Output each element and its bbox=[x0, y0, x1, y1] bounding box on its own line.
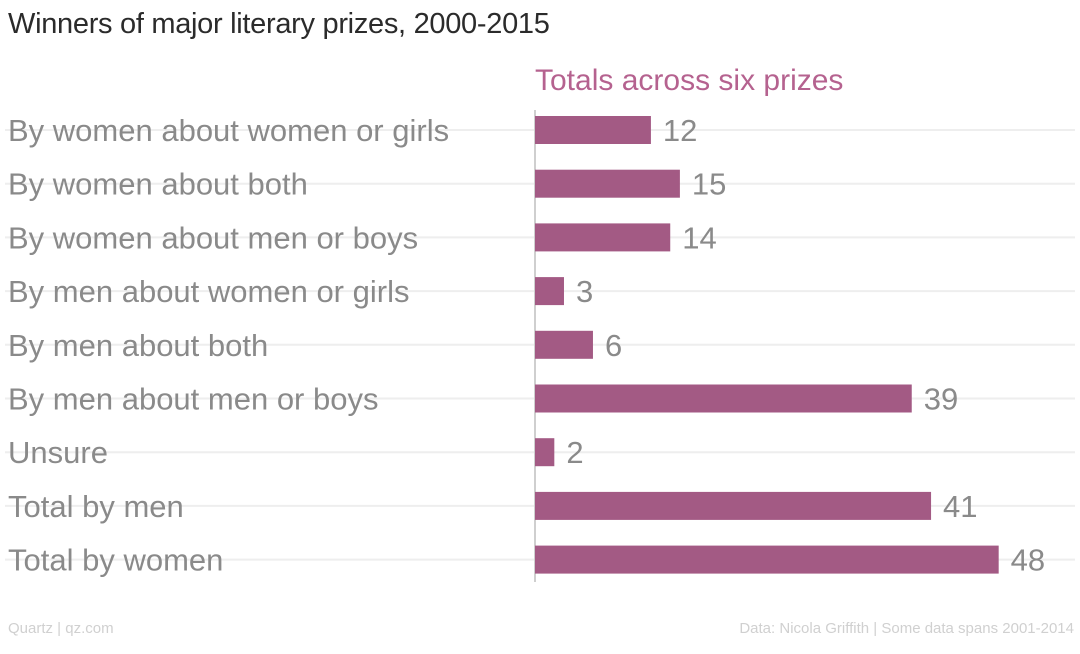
data-label: 41 bbox=[943, 489, 977, 524]
bar bbox=[535, 491, 932, 520]
category-label: By men about men or boys bbox=[8, 382, 378, 417]
bar bbox=[535, 545, 999, 574]
data-label: 48 bbox=[1011, 543, 1045, 578]
chart-title: Winners of major literary prizes, 2000-2… bbox=[8, 8, 550, 40]
data-label: 6 bbox=[605, 328, 622, 363]
bar bbox=[535, 277, 564, 306]
category-label: By men about women or girls bbox=[8, 274, 409, 309]
footer-source-right: Data: Nicola Griffith | Some data spans … bbox=[739, 620, 1074, 637]
bar bbox=[535, 116, 651, 144]
series-label: Totals across six prizes bbox=[535, 64, 843, 97]
bar bbox=[535, 169, 680, 198]
data-label: 15 bbox=[692, 167, 726, 202]
data-label: 12 bbox=[663, 113, 697, 148]
footer-source-left: Quartz | qz.com bbox=[8, 620, 114, 637]
category-label: By women about women or girls bbox=[8, 113, 449, 148]
data-label: 39 bbox=[924, 382, 958, 417]
category-label: By women about men or boys bbox=[8, 220, 418, 255]
data-label: 2 bbox=[566, 435, 583, 470]
category-label: Unsure bbox=[8, 435, 108, 470]
bar bbox=[535, 223, 671, 252]
category-label: Total by women bbox=[8, 543, 223, 578]
bar bbox=[535, 330, 593, 359]
category-label: By women about both bbox=[8, 167, 308, 202]
category-label: By men about both bbox=[8, 328, 268, 363]
bar bbox=[535, 438, 555, 467]
data-label: 3 bbox=[576, 274, 593, 309]
data-label: 14 bbox=[682, 220, 716, 255]
bar bbox=[535, 384, 912, 413]
category-label: Total by men bbox=[8, 489, 184, 524]
